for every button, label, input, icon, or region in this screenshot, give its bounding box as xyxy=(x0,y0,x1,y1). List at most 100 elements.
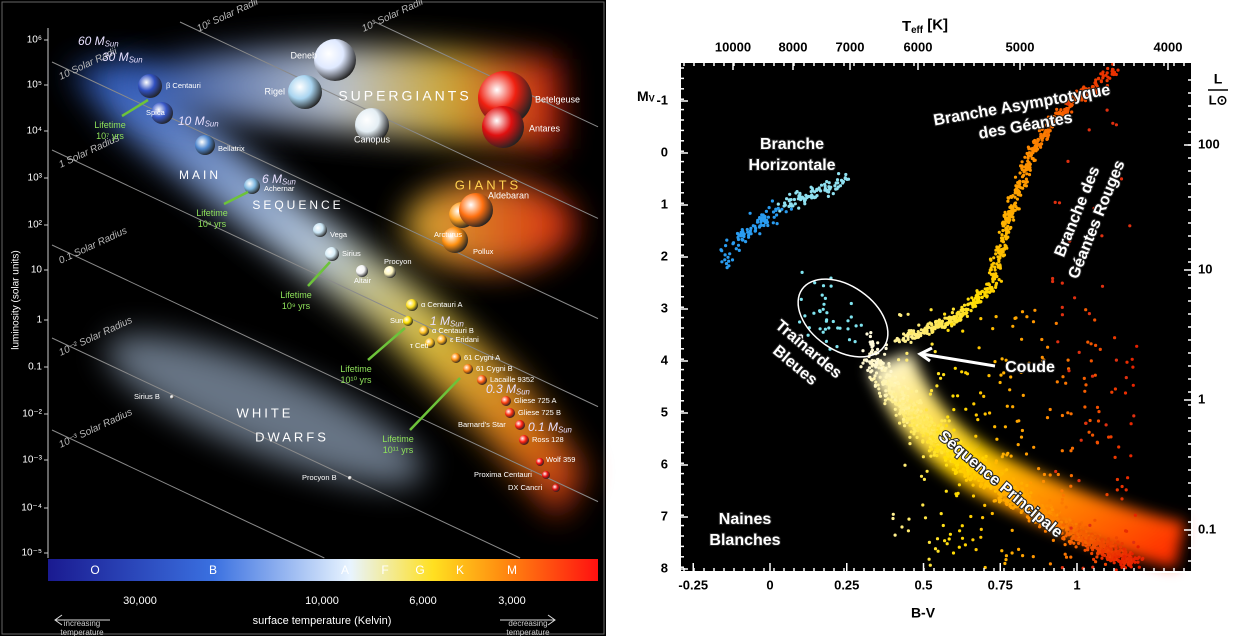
mass-label-part: Sun xyxy=(282,177,296,186)
star-dot xyxy=(833,184,837,188)
star-dot xyxy=(877,366,881,370)
star-dot xyxy=(980,464,984,468)
star-dot xyxy=(1011,497,1016,501)
star-dot xyxy=(971,483,975,487)
star-dot xyxy=(821,330,825,334)
star-dot xyxy=(1041,512,1045,516)
star-dot xyxy=(904,334,908,338)
star-dot xyxy=(1074,545,1078,549)
star-dot xyxy=(995,437,999,441)
star-dot xyxy=(1088,93,1092,97)
star-dot xyxy=(935,537,940,541)
star-dot xyxy=(1012,218,1016,222)
star-dot xyxy=(975,289,979,293)
star-dot xyxy=(1096,537,1100,542)
star-dot xyxy=(1065,527,1069,531)
star-dot xyxy=(1069,484,1073,488)
star-dot xyxy=(884,346,888,351)
star-dot xyxy=(873,383,878,387)
star-dot xyxy=(1114,568,1118,572)
star-dot xyxy=(1027,361,1031,365)
mass-label: 1 MSun xyxy=(430,314,464,328)
star-dot xyxy=(1083,389,1087,393)
radius-line xyxy=(51,244,599,503)
region-label: GIANTS xyxy=(455,177,521,192)
star-dot xyxy=(1000,479,1004,483)
star-dot xyxy=(876,358,880,362)
star-dot xyxy=(1057,533,1061,537)
star-dot xyxy=(931,426,936,430)
star-dot xyxy=(900,399,905,403)
star xyxy=(325,247,339,261)
star-dot xyxy=(948,435,953,439)
star-dot xyxy=(1096,548,1101,553)
star xyxy=(419,326,429,336)
star-dot xyxy=(1048,562,1052,566)
star-dot xyxy=(1094,560,1098,564)
star-dot xyxy=(1005,468,1009,472)
star-dot xyxy=(1086,96,1090,100)
star-dot xyxy=(989,484,993,489)
star-label: Achernar xyxy=(264,184,295,193)
star-dot xyxy=(819,183,824,187)
star-dot xyxy=(1081,540,1085,545)
star xyxy=(459,193,493,227)
star-dot xyxy=(895,337,899,341)
star-dot xyxy=(955,314,959,318)
star-dot xyxy=(1019,435,1024,439)
star xyxy=(170,395,174,399)
star-label: Procyon xyxy=(384,257,412,266)
star-dot xyxy=(1048,520,1052,524)
star-dot xyxy=(1117,555,1121,559)
star-dot xyxy=(985,289,989,293)
star-dot xyxy=(928,563,932,567)
star-dot xyxy=(1033,158,1037,162)
star-dot xyxy=(771,210,776,214)
lifetime-label-line: Lifetime xyxy=(382,434,414,444)
star-dot xyxy=(1013,502,1018,506)
star-dot xyxy=(745,227,749,232)
star xyxy=(355,108,389,142)
star-dot xyxy=(898,412,902,416)
star-dot xyxy=(1008,481,1012,485)
star-dot xyxy=(1006,451,1010,455)
mass-label-part: Sun xyxy=(558,425,572,434)
star-dot xyxy=(936,322,941,326)
star-dot xyxy=(764,209,769,213)
star-dot xyxy=(966,297,970,301)
star-dot xyxy=(1069,532,1073,536)
star-dot xyxy=(926,439,930,444)
star-dot xyxy=(1050,122,1054,126)
star-dot xyxy=(859,323,863,327)
star-dot xyxy=(997,230,1001,234)
star-dot xyxy=(987,374,991,378)
mass-label-part: 30 M xyxy=(102,50,129,64)
star-dot xyxy=(1033,138,1037,143)
star-dot xyxy=(1003,425,1008,429)
star-dot xyxy=(874,360,879,365)
star-dot xyxy=(878,375,882,379)
star-dot xyxy=(906,335,910,339)
star-dot xyxy=(957,545,961,549)
star-dot xyxy=(1123,391,1128,395)
star-dot xyxy=(929,389,934,393)
star-dot xyxy=(1045,511,1049,515)
star-dot xyxy=(1101,553,1105,557)
annotation: Coude xyxy=(1005,359,1055,376)
star-dot xyxy=(1107,551,1111,556)
bottom-axis-label: B-V xyxy=(911,605,936,621)
star-dot xyxy=(727,259,731,263)
star-dot xyxy=(812,196,817,200)
star-dot xyxy=(1049,514,1053,518)
star-dot xyxy=(982,486,986,490)
star-dot xyxy=(1090,88,1094,93)
star-dot xyxy=(980,295,984,299)
star-dot xyxy=(1111,121,1115,125)
star-label: Arcturus xyxy=(434,230,462,239)
star-dot xyxy=(821,284,826,288)
star-dot xyxy=(1061,536,1065,541)
star-dot xyxy=(922,429,926,433)
star-dot xyxy=(1083,405,1087,409)
star-dot xyxy=(822,302,826,306)
star-dot xyxy=(776,202,780,206)
